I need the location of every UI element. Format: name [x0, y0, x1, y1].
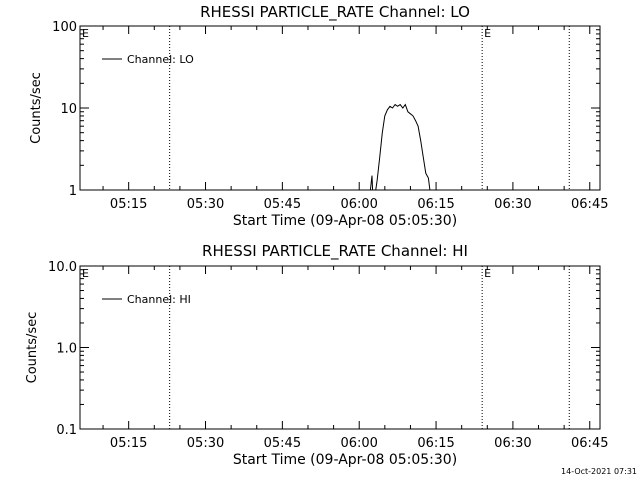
x-tick-label: 05:45 [264, 197, 301, 212]
footer-timestamp: 14-Oct-2021 07:31 [561, 467, 637, 476]
plot-frame [79, 265, 601, 430]
y-tick-label: 1.0 [56, 342, 77, 357]
x-tick-label: 05:15 [110, 197, 147, 212]
x-tick-label: 06:30 [494, 436, 531, 451]
y-axis-label: Counts/sec [29, 72, 44, 144]
chart-title: RHESSI PARTICLE_RATE Channel: HI [202, 242, 468, 261]
y-tick-label: 100 [52, 20, 77, 35]
x-tick-label: 06:45 [571, 197, 608, 212]
x-axis-label: Start Time (09-Apr-08 05:05:30) [233, 452, 457, 468]
y-axis-label: Counts/sec [25, 312, 40, 384]
start-marker-label: E [82, 267, 89, 280]
event-marker-label: E [484, 27, 491, 40]
x-tick-label: 06:15 [417, 436, 454, 451]
x-tick-label: 05:45 [264, 436, 301, 451]
chart-panel-1: RHESSI PARTICLE_RATE Channel: LO Start Ti… [29, 3, 608, 229]
x-tick-label: 06:30 [494, 197, 531, 212]
x-axis-label: Start Time (09-Apr-08 05:05:30) [233, 213, 457, 229]
x-tick-label: 05:30 [187, 197, 224, 212]
legend-label: Channel: LO [127, 53, 194, 66]
plot-frame [79, 25, 601, 191]
y-tick-label: 1 [69, 184, 77, 199]
series-line [369, 103, 431, 190]
y-tick-label: 0.1 [56, 423, 77, 438]
x-tick-label: 06:00 [340, 436, 377, 451]
x-tick-label: 06:45 [571, 436, 608, 451]
x-tick-label: 05:15 [110, 436, 147, 451]
legend-label: Channel: HI [127, 293, 191, 306]
chart-panel-2: RHESSI PARTICLE_RATE Channel: HI Start Ti… [25, 242, 608, 468]
start-marker-label: E [82, 27, 89, 40]
x-tick-label: 06:00 [340, 197, 377, 212]
y-tick-label: 10.0 [48, 260, 77, 275]
event-marker-label: E [484, 267, 491, 280]
chart-title: RHESSI PARTICLE_RATE Channel: LO [200, 3, 470, 22]
x-tick-label: 05:30 [187, 436, 224, 451]
x-tick-label: 06:15 [417, 197, 454, 212]
y-tick-label: 10 [60, 102, 77, 117]
